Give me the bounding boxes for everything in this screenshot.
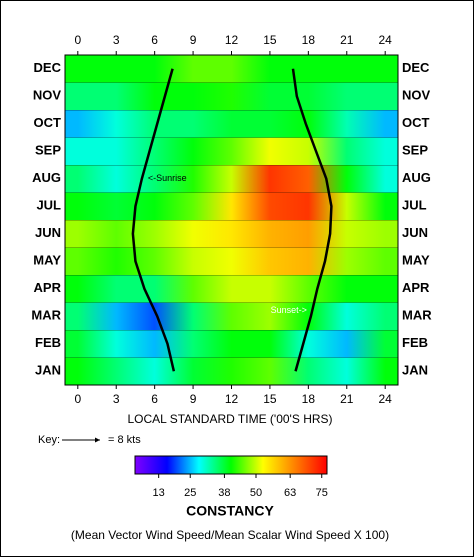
y-tick-label: OCT bbox=[34, 115, 62, 130]
x-tick-label: 6 bbox=[151, 392, 158, 406]
annotation: <-Sunrise bbox=[148, 173, 187, 183]
heat-row bbox=[65, 357, 398, 385]
colorbar bbox=[134, 455, 328, 475]
annotation: Sunset-> bbox=[271, 305, 307, 315]
heat-row bbox=[65, 330, 398, 358]
x-tick-label: 3 bbox=[113, 392, 120, 406]
y-tick-label: AUG bbox=[402, 170, 431, 185]
x-tick-label: 3 bbox=[113, 33, 120, 47]
x-axis-label: LOCAL STANDARD TIME ('00'S HRS) bbox=[127, 412, 332, 426]
colorbar-tick-label: 25 bbox=[184, 487, 196, 499]
y-tick-label: JUN bbox=[402, 225, 428, 240]
heat-row bbox=[65, 137, 398, 165]
colorbar-tick-label: 63 bbox=[284, 487, 296, 499]
colorbar-tick-label: 13 bbox=[153, 487, 165, 499]
y-tick-label: MAY bbox=[33, 253, 61, 268]
y-tick-label: SEP bbox=[402, 143, 428, 158]
x-tick-label: 18 bbox=[302, 33, 316, 47]
heat-row bbox=[65, 82, 398, 110]
y-tick-label: APR bbox=[34, 280, 62, 295]
x-tick-label: 18 bbox=[302, 392, 316, 406]
y-tick-label: JAN bbox=[402, 363, 428, 378]
x-tick-label: 21 bbox=[340, 33, 354, 47]
heat-row bbox=[65, 247, 398, 275]
y-tick-label: SEP bbox=[35, 143, 61, 158]
y-tick-label: JUL bbox=[36, 198, 61, 213]
y-tick-label: MAY bbox=[402, 253, 430, 268]
heat-row bbox=[65, 55, 398, 83]
heat-row bbox=[65, 192, 398, 220]
heat-row bbox=[65, 110, 398, 138]
y-tick-label: APR bbox=[402, 280, 430, 295]
x-tick-label: 0 bbox=[74, 392, 81, 406]
x-tick-label: 9 bbox=[190, 392, 197, 406]
y-tick-label: JUL bbox=[402, 198, 427, 213]
x-tick-label: 12 bbox=[225, 392, 239, 406]
y-tick-label: DEC bbox=[34, 60, 62, 75]
y-tick-label: MAR bbox=[402, 308, 432, 323]
key-label: Key: bbox=[38, 434, 60, 446]
y-tick-label: MAR bbox=[31, 308, 61, 323]
x-tick-label: 15 bbox=[263, 392, 277, 406]
subtitle: (Mean Vector Wind Speed/Mean Scalar Wind… bbox=[71, 528, 389, 542]
y-tick-label: OCT bbox=[402, 115, 430, 130]
x-tick-label: 24 bbox=[379, 33, 393, 47]
x-tick-label: 24 bbox=[379, 392, 393, 406]
x-tick-label: 0 bbox=[74, 33, 81, 47]
x-tick-label: 9 bbox=[190, 33, 197, 47]
x-tick-label: 12 bbox=[225, 33, 239, 47]
x-tick-label: 21 bbox=[340, 392, 354, 406]
heat-row bbox=[65, 165, 398, 193]
x-tick-label: 6 bbox=[151, 33, 158, 47]
x-tick-label: 15 bbox=[263, 33, 277, 47]
key-value: = 8 kts bbox=[108, 434, 141, 446]
key-arrowhead bbox=[95, 437, 100, 443]
heat-row bbox=[65, 302, 398, 330]
y-tick-label: JUN bbox=[35, 225, 61, 240]
colorbar-tick-label: 38 bbox=[218, 487, 230, 499]
y-tick-label: AUG bbox=[32, 170, 61, 185]
heat-row bbox=[65, 275, 398, 303]
y-tick-label: FEB bbox=[402, 335, 428, 350]
heat-row bbox=[65, 220, 398, 248]
y-tick-label: JAN bbox=[35, 363, 61, 378]
sun-curve bbox=[131, 68, 176, 372]
colorbar-tick-label: 50 bbox=[250, 487, 262, 499]
y-tick-label: FEB bbox=[35, 335, 61, 350]
sun-curve bbox=[291, 68, 333, 372]
y-tick-label: NOV bbox=[402, 88, 431, 103]
title: CONSTANCY bbox=[186, 503, 274, 519]
colorbar-tick-label: 75 bbox=[316, 487, 328, 499]
y-tick-label: DEC bbox=[402, 60, 430, 75]
y-tick-label: NOV bbox=[33, 88, 62, 103]
